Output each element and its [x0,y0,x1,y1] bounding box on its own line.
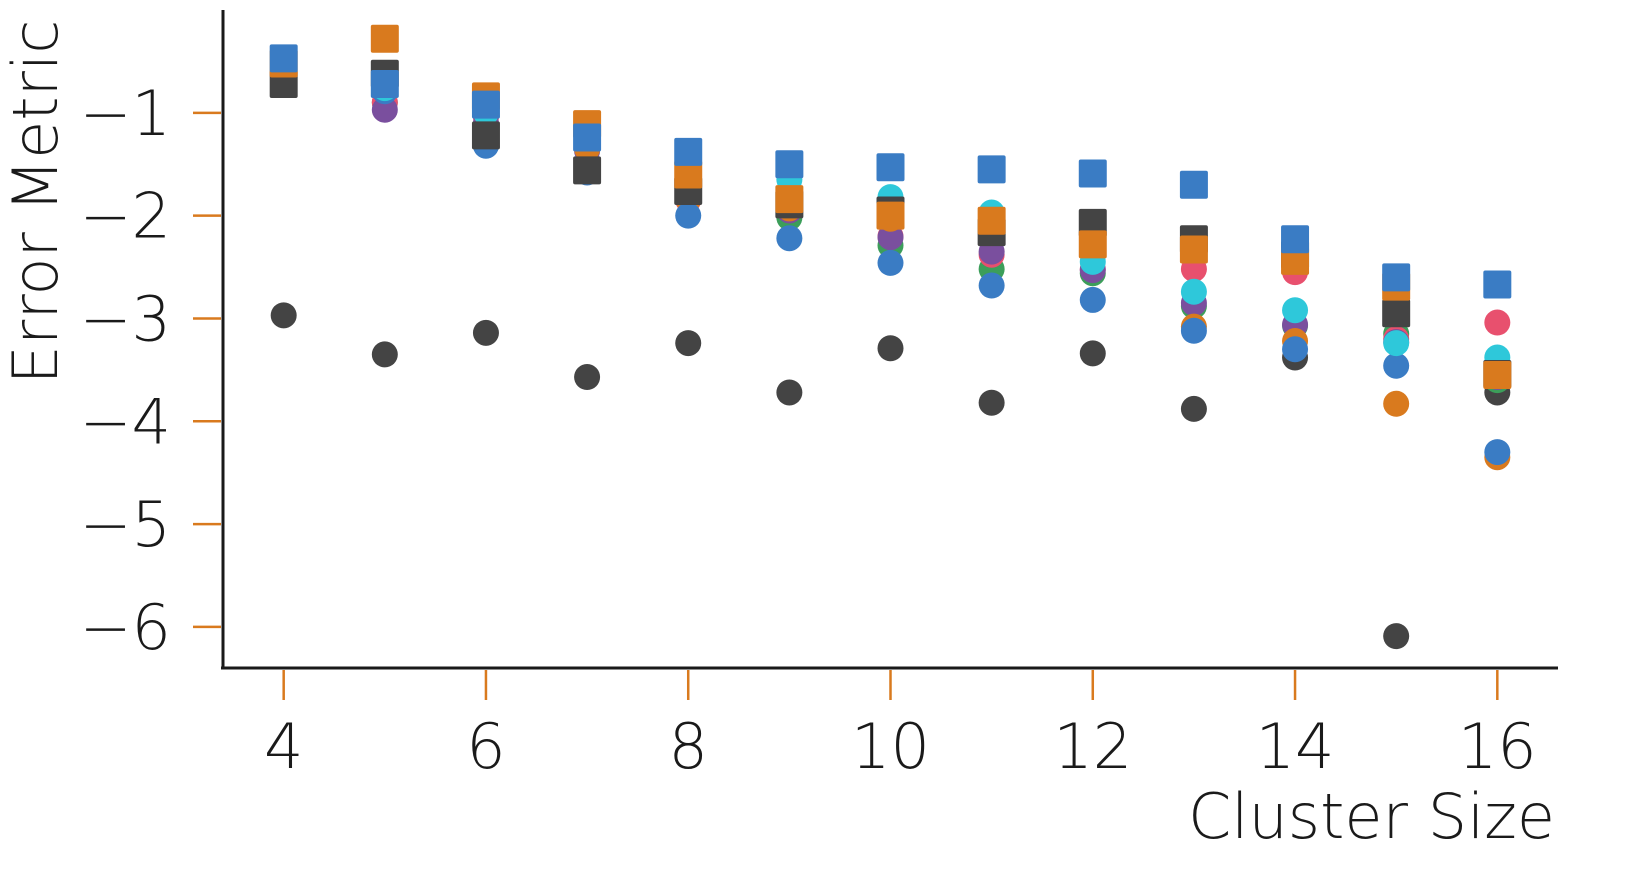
x-tick-label: 8 [669,710,708,783]
data-point-square [471,121,500,150]
x-tick-label: 12 [1053,710,1132,783]
data-point-square [1382,263,1411,292]
data-point-circle [1180,317,1207,344]
data-point-circle [877,335,904,362]
data-point-circle [270,302,297,329]
data-point-circle [1282,336,1309,363]
data-point-circle [675,202,702,229]
y-tick-label: −2 [80,180,171,253]
data-point-circle [1282,297,1309,324]
data-point-square [1078,159,1107,188]
data-point-square [1179,235,1208,264]
data-point-square [876,153,905,182]
data-point-circle [472,319,499,346]
y-tick-label: −4 [80,385,171,458]
x-tick-label: 14 [1256,710,1335,783]
data-point-circle [1180,278,1207,305]
data-point-square [977,206,1006,235]
data-point-square [1179,170,1208,199]
data-point-circle [877,249,904,276]
x-tick-label: 16 [1458,710,1537,783]
data-point-square [370,24,399,53]
x-axis-label: Cluster Size [1188,780,1555,853]
data-point-square [1078,208,1107,237]
data-point-circle [877,224,904,251]
data-point-square [1382,299,1411,328]
data-point-circle [978,272,1005,299]
data-point-circle [776,379,803,406]
data-point-square [573,156,602,185]
data-point-circle [1180,395,1207,422]
data-point-circle [574,364,601,391]
y-ticks: −1 −2 −3 −4 −5 −6 [80,77,221,664]
x-ticks: 4 6 8 10 12 14 16 [264,670,1537,783]
data-point-square [1281,246,1310,275]
data-point-circle [1079,286,1106,313]
data-point-square [977,155,1006,184]
data-point-square [471,90,500,119]
data-point-circle [776,225,803,252]
x-tick-label: 10 [851,710,930,783]
x-tick-label: 6 [466,710,505,783]
data-point-square [1483,270,1512,299]
data-point-circle [1383,330,1410,357]
data-point-square [269,44,298,73]
data-point-circle [371,96,398,123]
data-point-circle [1484,439,1511,466]
y-tick-label: −5 [80,488,171,561]
data-point-square [573,123,602,152]
data-point-circle [1383,390,1410,417]
data-point-square [876,201,905,230]
data-point-square [1281,225,1310,254]
data-point-square [370,70,399,99]
data-point-circle [1079,340,1106,367]
data-point-square [775,185,804,214]
data-point-square [674,137,703,166]
data-point-circle [675,330,702,357]
data-point-circle [1383,352,1410,379]
y-tick-label: −1 [80,77,171,150]
data-point-square [775,150,804,179]
data-point-circle [1383,623,1410,650]
x-tick-label: 4 [264,710,303,783]
data-points [269,24,1512,650]
data-point-circle [1484,309,1511,336]
axes [221,10,1558,670]
data-point-square [1483,360,1512,389]
y-tick-label: −6 [80,591,171,664]
data-point-circle [371,341,398,368]
data-point-circle [978,389,1005,416]
data-point-square [674,160,703,189]
y-axis-label: Error Metric [0,20,72,385]
y-tick-label: −3 [80,282,171,355]
data-point-square [1078,230,1107,259]
